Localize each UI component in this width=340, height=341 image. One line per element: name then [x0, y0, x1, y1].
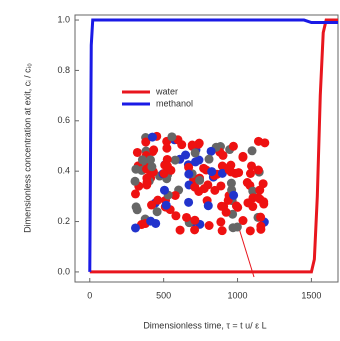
atom [147, 162, 156, 171]
atom [171, 156, 180, 165]
atom [256, 213, 265, 222]
atom [162, 144, 171, 153]
atom [143, 178, 152, 187]
atom [138, 155, 147, 164]
atom [176, 226, 185, 235]
atom [190, 225, 199, 234]
atom [254, 193, 263, 202]
atom [217, 202, 226, 211]
atom [243, 178, 252, 187]
atom [256, 222, 265, 231]
atom [149, 145, 158, 154]
atom [131, 223, 140, 232]
atom [238, 153, 247, 162]
atom [204, 201, 213, 210]
atom [131, 189, 140, 198]
x-axis-title: Dimensionless time, τ = t u/ ε L [143, 320, 266, 330]
atom [191, 157, 200, 166]
y-tick-label: 0.2 [57, 216, 70, 226]
atom [255, 186, 264, 195]
atom [167, 132, 176, 141]
atom [229, 223, 238, 232]
y-tick-label: 0.4 [57, 166, 70, 176]
atom [163, 162, 172, 171]
atom [195, 176, 204, 185]
x-tick-label: 1500 [301, 290, 321, 300]
y-tick-label: 0.6 [57, 115, 70, 125]
atom [191, 148, 200, 157]
atom [182, 213, 191, 222]
x-tick-label: 500 [156, 290, 171, 300]
y-tick-label: 0.8 [57, 65, 70, 75]
atom [207, 167, 216, 176]
atom [171, 211, 180, 220]
atom [131, 177, 140, 186]
crystal-inset [131, 132, 270, 277]
atom [153, 196, 162, 205]
atom [246, 169, 255, 178]
atom [205, 155, 214, 164]
atom [232, 201, 241, 210]
y-tick-label: 1.0 [57, 14, 70, 24]
atom [207, 147, 216, 156]
atom [218, 226, 227, 235]
chart: Dimensionless time, τ = t u/ ε L Dimensi… [0, 0, 340, 336]
atom [229, 191, 238, 200]
atom [148, 133, 157, 142]
atom [190, 216, 199, 225]
atom [184, 170, 193, 179]
atom [153, 207, 162, 216]
x-tick-label: 1000 [228, 290, 248, 300]
atom [151, 219, 160, 228]
atom [229, 142, 238, 151]
atom [133, 205, 142, 214]
y-axis-title: Dimensionless concentration at exit, cᵢ … [22, 63, 32, 233]
atom [234, 168, 243, 177]
legend-label: methanol [156, 98, 193, 108]
atom [246, 226, 255, 235]
atom [184, 198, 193, 207]
atom [162, 201, 171, 210]
atom [225, 166, 234, 175]
atom [133, 148, 142, 157]
atom [199, 164, 208, 173]
atom [254, 137, 263, 146]
atom [205, 221, 214, 230]
atom [216, 217, 225, 226]
atom [248, 146, 257, 155]
x-tick-label: 0 [87, 290, 92, 300]
atom [254, 166, 263, 175]
atom [216, 181, 225, 190]
atom [243, 198, 252, 207]
plot-frame [75, 15, 338, 282]
atom [188, 141, 197, 150]
atom [160, 186, 169, 195]
y-tick-label: 0.0 [57, 266, 70, 276]
legend-label: water [155, 86, 178, 96]
atom [200, 184, 209, 193]
